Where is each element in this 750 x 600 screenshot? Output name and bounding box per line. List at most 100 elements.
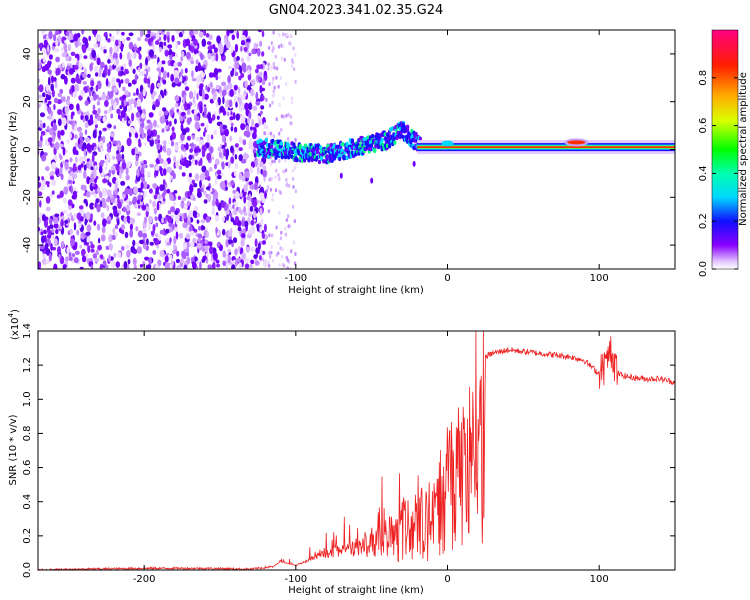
noise-blob (138, 66, 141, 73)
noise-blob (174, 95, 180, 102)
signal-blob (287, 143, 291, 149)
noise-blob (101, 201, 107, 209)
noise-blob (188, 172, 192, 178)
noise-blob (211, 52, 216, 57)
noise-blob (160, 89, 164, 96)
noise-blob (113, 87, 118, 93)
noise-blob (135, 88, 139, 96)
noise-blob (80, 232, 86, 240)
noise-blob (275, 225, 278, 230)
noise-blob (211, 206, 216, 216)
noise-blob (277, 241, 280, 246)
noise-blob (250, 259, 255, 265)
noise-blob (83, 170, 87, 179)
noise-blob (54, 48, 60, 53)
noise-blob (286, 136, 290, 141)
noise-blob (214, 90, 217, 100)
noise-blob (52, 246, 56, 251)
noise-blob (106, 142, 111, 149)
noise-blob (82, 81, 87, 85)
noise-blob (200, 72, 206, 78)
noise-blob (257, 76, 261, 82)
noise-blob (132, 239, 136, 247)
noise-blob (215, 75, 219, 81)
noise-blob (280, 254, 284, 259)
noise-blob (224, 142, 227, 148)
noise-blob (227, 75, 232, 84)
noise-blob (197, 233, 203, 239)
noise-blob (250, 88, 255, 97)
noise-blob (121, 145, 125, 153)
noise-blob (202, 184, 205, 189)
noise-blob (136, 98, 141, 107)
noise-blob (60, 129, 65, 136)
noise-blob (237, 86, 241, 94)
noise-blob (127, 107, 131, 113)
noise-blob (71, 111, 75, 116)
noise-blob (213, 129, 218, 135)
noise-blob (126, 249, 131, 258)
noise-blob (236, 56, 240, 61)
noise-blob (160, 66, 164, 73)
noise-blob (153, 208, 157, 215)
noise-blob (251, 118, 255, 128)
noise-blob (267, 260, 270, 265)
noise-blob (225, 162, 229, 167)
noise-blob (280, 127, 283, 132)
noise-blob (85, 137, 90, 143)
noise-blob (252, 148, 257, 155)
noise-blob (203, 190, 207, 195)
noise-blob (241, 233, 246, 239)
noise-blob (233, 84, 238, 91)
noise-blob (237, 226, 242, 232)
noise-blob (142, 232, 148, 239)
noise-blob (292, 240, 296, 245)
noise-blob (162, 168, 167, 176)
noise-blob (244, 102, 249, 111)
noise-blob (129, 217, 135, 225)
noise-blob (82, 142, 87, 151)
noise-blob (205, 85, 208, 91)
noise-blob (126, 264, 130, 269)
noise-blob (69, 212, 72, 217)
noise-blob (236, 30, 240, 39)
noise-blob (64, 48, 68, 53)
noise-blob (108, 254, 111, 262)
noise-blob (126, 137, 132, 147)
noise-blob (270, 233, 274, 238)
noise-blob (66, 246, 70, 255)
noise-blob (107, 220, 111, 225)
noise-blob (263, 122, 267, 129)
noise-blob (48, 218, 53, 225)
noise-blob (68, 179, 73, 185)
noise-blob (194, 121, 200, 130)
noise-blob (251, 48, 256, 55)
noise-blob (165, 228, 170, 234)
noise-blob (215, 84, 220, 90)
x-tick-label: -100 (284, 574, 307, 585)
colorbar-ticks: 0.0 0.2 0.4 0.6 0.8 (698, 70, 738, 277)
noise-blob (183, 81, 187, 86)
noise-blob (172, 244, 176, 250)
noise-blob (42, 56, 46, 63)
noise-blob (41, 214, 46, 222)
noise-blob (62, 209, 68, 214)
noise-blob (222, 250, 226, 258)
noise-blob (240, 40, 246, 46)
noise-blob (70, 77, 76, 84)
noise-blob (272, 89, 275, 94)
noise-blob (211, 156, 215, 160)
noise-blob (251, 79, 256, 87)
noise-blob (45, 166, 50, 172)
noise-blob (204, 93, 209, 100)
noise-blob (111, 165, 116, 171)
noise-blob (105, 245, 110, 250)
noise-blob (57, 109, 63, 115)
noise-blob (148, 188, 153, 194)
noise-blob (114, 182, 118, 191)
noise-blob (58, 35, 62, 43)
noise-blob (71, 253, 76, 258)
noise-blob (206, 153, 211, 161)
noise-blob (69, 120, 73, 125)
